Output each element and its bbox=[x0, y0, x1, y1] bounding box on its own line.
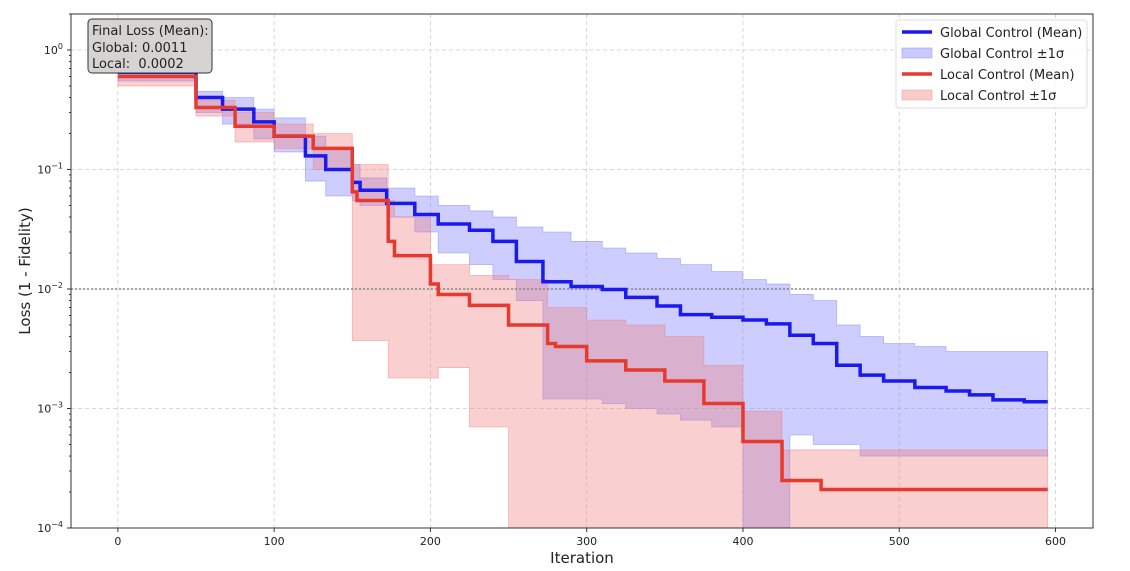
legend-swatch-band bbox=[901, 47, 933, 59]
x-tick-label: 300 bbox=[576, 535, 597, 548]
mean-line-local-control bbox=[117, 74, 1048, 492]
axes: 0 100 200 300 400 500 600 100 10−1 10−2 10−3 10−4 bbox=[37, 13, 1066, 548]
band-global-control bbox=[117, 61, 1049, 528]
x-tick-label: 100 bbox=[264, 535, 285, 548]
legend-swatch-band bbox=[901, 89, 933, 101]
band-local-control bbox=[117, 64, 1049, 528]
y-tick-label: 10−4 bbox=[37, 520, 63, 535]
mean-lines bbox=[117, 70, 1048, 492]
annotation-line: Global: 0.0011 bbox=[92, 41, 187, 56]
annotation-line: Local: 0.0002 bbox=[92, 57, 184, 72]
bands bbox=[117, 61, 1049, 528]
mean-line-global-control bbox=[117, 70, 1048, 404]
legend-box bbox=[895, 19, 1088, 109]
y-tick-label: 10−2 bbox=[37, 281, 63, 296]
legend-label: Local Control (Mean) bbox=[940, 68, 1075, 83]
y-axis-label: Loss (1 - Fidelity) bbox=[16, 207, 34, 334]
y-tick-label: 10−1 bbox=[37, 161, 63, 176]
x-tick-label: 200 bbox=[420, 535, 441, 548]
x-tick-label: 600 bbox=[1045, 535, 1066, 548]
legend-label: Global Control (Mean) bbox=[940, 26, 1082, 41]
y-tick-label: 10−3 bbox=[37, 400, 63, 415]
plot-frame bbox=[70, 13, 1094, 529]
x-tick-label: 400 bbox=[732, 535, 753, 548]
annotation-box: Final Loss (Mean): Global: 0.0011 Local:… bbox=[87, 18, 213, 74]
y-tick-label: 100 bbox=[44, 42, 63, 57]
x-tick-label: 0 bbox=[114, 535, 121, 548]
legend: Global Control (Mean) Global Control ±1σ L… bbox=[895, 19, 1088, 109]
annotation-line: Final Loss (Mean): bbox=[92, 24, 209, 39]
legend-label: Local Control ±1σ bbox=[940, 89, 1056, 104]
x-axis-label: Iteration bbox=[550, 549, 614, 567]
legend-label: Global Control ±1σ bbox=[940, 47, 1064, 62]
x-tick-label: 500 bbox=[889, 535, 910, 548]
